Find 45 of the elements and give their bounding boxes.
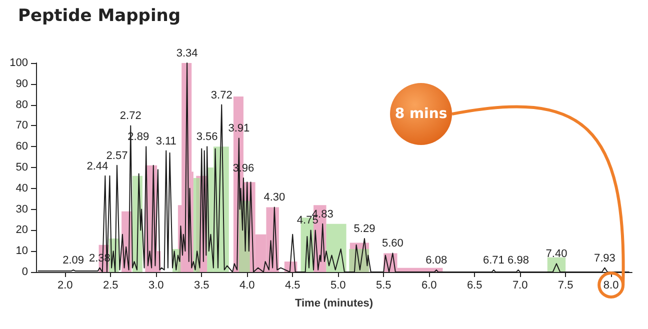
- x-tick-label: 3.0: [148, 280, 164, 292]
- x-tick-label: 4.0: [239, 280, 255, 292]
- y-tick-label: 10: [16, 245, 28, 258]
- y-tick-label: 70: [16, 120, 28, 132]
- annotation: 3.56: [196, 131, 218, 144]
- y-tick-label: 60: [16, 140, 28, 153]
- annotation: 2.72: [120, 110, 142, 122]
- annotation: 6.71: [482, 254, 504, 266]
- x-tick-label: 4.5: [284, 280, 300, 292]
- annotation: 3.11: [156, 135, 176, 148]
- x-tick-label: 6.0: [421, 280, 437, 292]
- annotation: 5.60: [382, 238, 404, 250]
- annotation: 6.98: [508, 254, 529, 266]
- annotation: 5.29: [354, 223, 376, 236]
- annotation: 3.91: [228, 122, 250, 135]
- annotation: 4.30: [264, 192, 286, 204]
- y-tick-label: 40: [16, 182, 28, 194]
- x-tick-label: 5.0: [330, 280, 346, 292]
- chart-title: Peptide Mapping: [18, 6, 181, 26]
- x-tick-label: 2.0: [57, 280, 73, 292]
- annotation: 3.34: [176, 48, 198, 60]
- y-tick-label: 30: [16, 203, 28, 216]
- y-tick-label: 90: [16, 78, 28, 90]
- y-tick-label: 50: [16, 162, 28, 174]
- x-tick-label: 8.0: [603, 280, 619, 292]
- annotation: 4.75: [296, 214, 318, 227]
- x-tick-label: 3.5: [194, 280, 210, 292]
- annotation: 2.57: [106, 150, 128, 162]
- annotation: 2.44: [86, 160, 108, 172]
- x-axis-title: Time (minutes): [294, 298, 374, 310]
- y-tick-label: 80: [16, 98, 28, 111]
- annotation: 6.08: [426, 254, 448, 266]
- x-tick-label: 6.5: [466, 280, 482, 292]
- y-tick-label: 20: [16, 224, 28, 236]
- y-tick-label: 100: [10, 57, 28, 69]
- y-tick-label: 0: [22, 266, 28, 278]
- annotation: 7.93: [594, 252, 616, 264]
- annotation: 3.72: [210, 89, 232, 102]
- x-tick-label: 5.5: [376, 280, 392, 292]
- annotation: 7.40: [546, 248, 568, 260]
- x-tick-label: 7.0: [512, 280, 528, 292]
- annotation: 8 mins: [394, 106, 448, 122]
- x-tick-label: 7.5: [558, 280, 574, 292]
- annotation: 2.09: [62, 254, 84, 266]
- x-tick-label: 2.5: [102, 280, 118, 292]
